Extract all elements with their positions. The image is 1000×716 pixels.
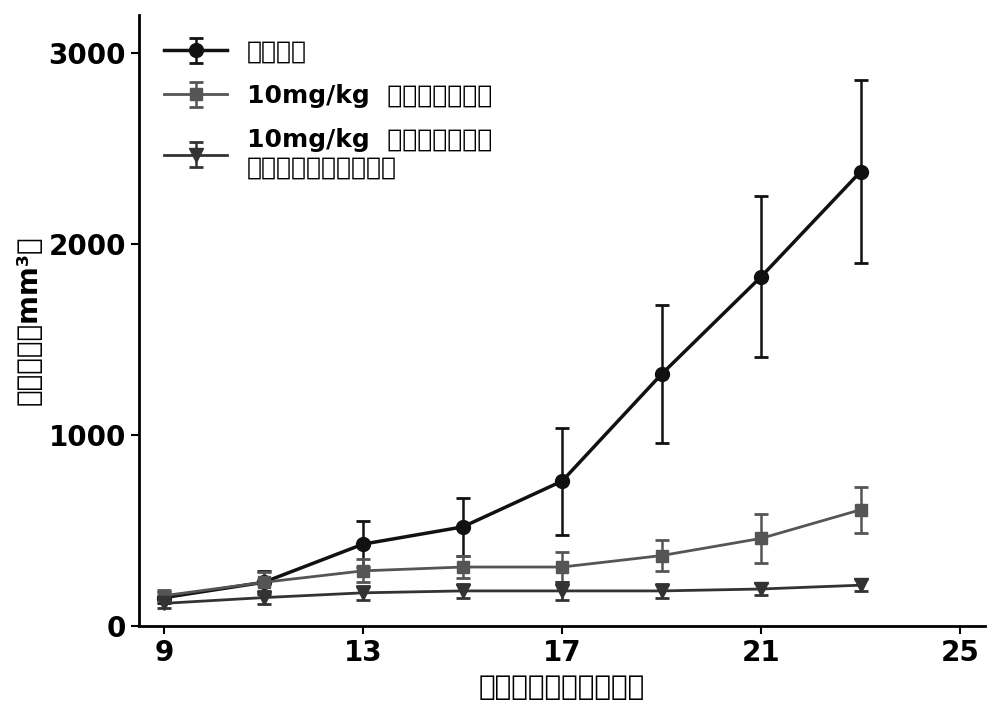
Y-axis label: 肿瘤体积（mm³）: 肿瘤体积（mm³） — [15, 236, 43, 405]
X-axis label: 接种肿瘤后天数（天）: 接种肿瘤后天数（天） — [479, 673, 645, 701]
Legend: 空白对照, 10mg/kg  紫杉醇泰素制剂, 10mg/kg  邻硝基苯丙酸紫
杉醇偶联物载药纳米粒: 空白对照, 10mg/kg 紫杉醇泰素制剂, 10mg/kg 邻硝基苯丙酸紫 杉… — [152, 27, 505, 193]
